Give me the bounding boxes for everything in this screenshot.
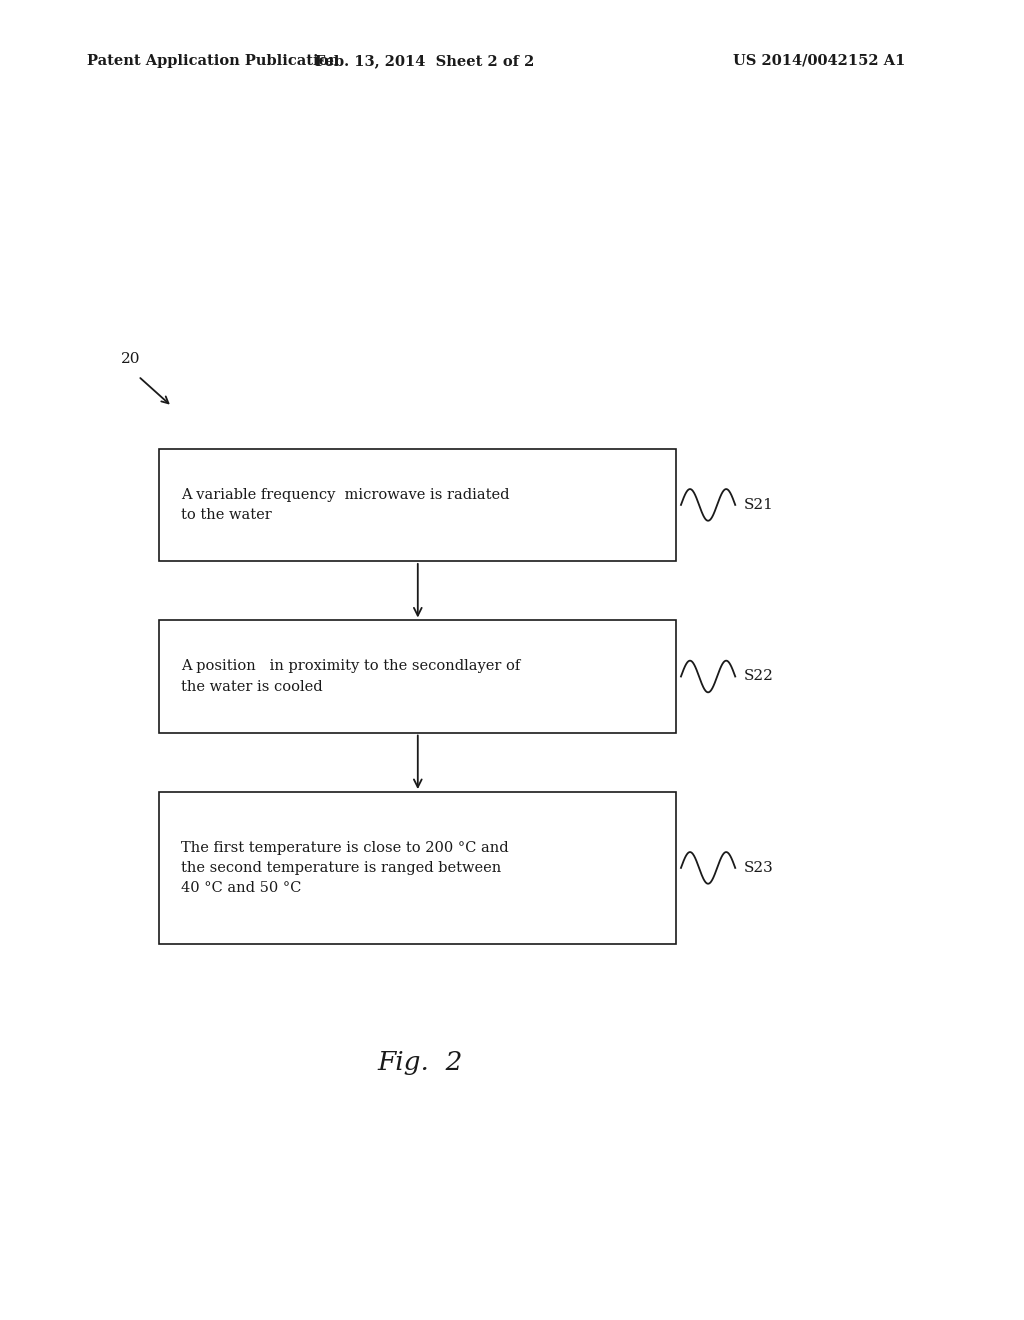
Text: US 2014/0042152 A1: US 2014/0042152 A1 — [733, 54, 905, 67]
Text: S21: S21 — [743, 498, 773, 512]
Text: Patent Application Publication: Patent Application Publication — [87, 54, 339, 67]
FancyBboxPatch shape — [159, 620, 676, 733]
Text: The first temperature is close to 200 °C and
the second temperature is ranged be: The first temperature is close to 200 °C… — [181, 841, 509, 895]
Text: 20: 20 — [121, 351, 140, 366]
Text: A variable frequency  microwave is radiated
to the water: A variable frequency microwave is radiat… — [181, 488, 510, 521]
Text: S22: S22 — [743, 669, 773, 684]
Text: S23: S23 — [743, 861, 773, 875]
Text: Fig.  2: Fig. 2 — [377, 1051, 463, 1074]
Text: A position   in proximity to the secondlayer of
the water is cooled: A position in proximity to the secondlay… — [181, 660, 520, 693]
FancyBboxPatch shape — [159, 792, 676, 944]
FancyBboxPatch shape — [159, 449, 676, 561]
Text: Feb. 13, 2014  Sheet 2 of 2: Feb. 13, 2014 Sheet 2 of 2 — [315, 54, 535, 67]
